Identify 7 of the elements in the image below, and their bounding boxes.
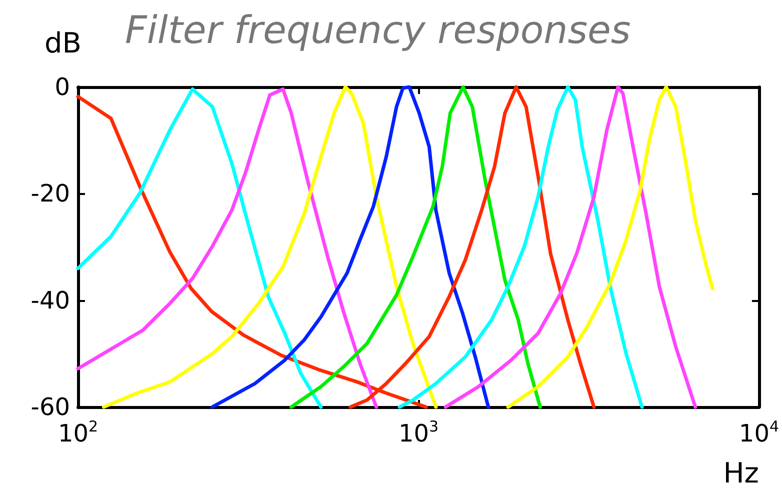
x-axis-title: Hz (723, 456, 759, 490)
y-tick-label: -40 (30, 286, 70, 314)
y-axis-title: dB (44, 26, 82, 60)
y-tick-label: -20 (30, 180, 70, 208)
y-tick-label: -60 (30, 393, 70, 421)
chart-title: Filter frequency responses (125, 8, 631, 52)
y-tick-label: 0 (54, 73, 70, 101)
